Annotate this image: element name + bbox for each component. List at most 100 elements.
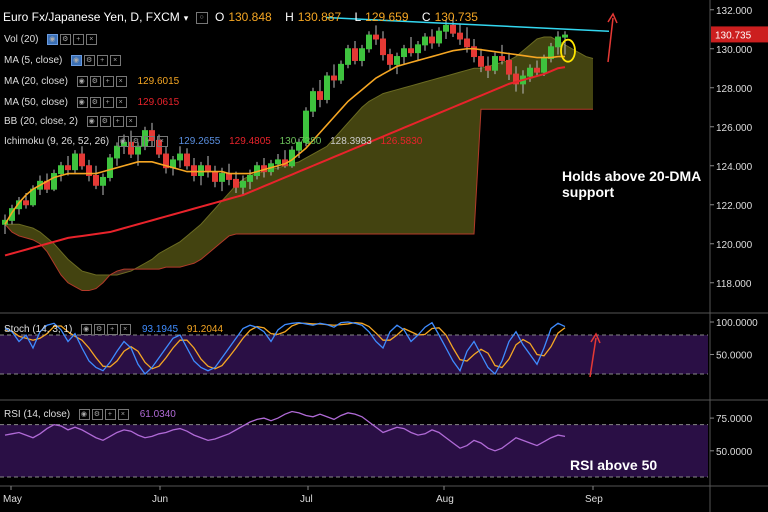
indicator-stoch[interactable]: Stoch (14, 3, 1) ◉ ⚙ + × 93.1945 91.2044 — [4, 324, 223, 335]
candle-body — [457, 32, 463, 40]
cloud-segment — [215, 200, 222, 248]
cloud-segment — [82, 271, 89, 291]
candle-body — [58, 165, 64, 175]
open-label: O — [214, 10, 225, 24]
cloud-segment — [33, 228, 40, 244]
indicator-bb[interactable]: BB (20, close, 2) ◉ ⚙ + × — [4, 116, 139, 127]
close-icon[interactable]: × — [86, 34, 98, 45]
eye-icon[interactable]: ◉ — [47, 34, 59, 45]
rsi-panel: 75.0000 50.0000 — [0, 410, 753, 478]
settings-icon[interactable]: ⚙ — [91, 409, 103, 420]
close-icon[interactable]: × — [115, 97, 127, 108]
eye-icon[interactable]: ◉ — [117, 136, 129, 147]
indicator-rsi[interactable]: RSI (14, close) ◉ ⚙ + × 61.0340 — [4, 409, 176, 420]
stochastic-panel: 100.0000 50.0000 — [0, 314, 758, 399]
symbol-dropdown-icon[interactable]: ▾ — [183, 13, 189, 23]
candle-body — [107, 157, 113, 178]
add-icon[interactable]: + — [104, 409, 116, 420]
indicator-ichimoku[interactable]: Ichimoku (9, 26, 52, 26) ◉ ⚙ + × 129.2655 1… — [4, 136, 422, 147]
cloud-segment — [369, 97, 376, 234]
cloud-segment — [271, 167, 278, 234]
add-icon[interactable]: + — [73, 34, 85, 45]
settings-icon[interactable]: ⚙ — [89, 97, 101, 108]
symbol-title[interactable]: Euro Fx/Japanese Yen, D, FXCM — [3, 10, 180, 24]
cloud-segment — [208, 208, 215, 254]
indicator-ma50[interactable]: MA (50, close) ◉ ⚙ + × 129.0615 — [4, 97, 179, 108]
up-arrow-stoch-head — [590, 332, 601, 344]
stoch-tick-label: 50.0000 — [716, 351, 753, 362]
indicator-ma20[interactable]: MA (20, close) ◉ ⚙ + × 129.6015 — [4, 76, 179, 87]
candle-body — [198, 165, 204, 176]
stoch-k-value: 93.1945 — [141, 324, 179, 336]
cloud-segment — [194, 224, 201, 264]
indicator-vol[interactable]: Vol (20) ◉ ⚙ + × — [4, 34, 99, 45]
add-icon[interactable]: + — [107, 324, 119, 335]
candle-body — [93, 175, 99, 186]
cloud-segment — [264, 169, 271, 234]
cloud-segment — [152, 253, 159, 270]
resistance-trendline — [325, 16, 610, 32]
candle-body — [471, 46, 477, 58]
close-icon[interactable]: × — [115, 76, 127, 87]
ichimoku-lagging: 130.7380 — [279, 136, 322, 148]
add-icon[interactable]: + — [112, 116, 124, 127]
low-value: 129.659 — [365, 10, 409, 24]
eye-icon[interactable]: ◉ — [86, 116, 98, 127]
settings-icon[interactable]: ⚙ — [130, 136, 142, 147]
cloud-segment — [201, 216, 208, 260]
cloud-segment — [278, 165, 285, 234]
indicator-label: MA (20, close) — [4, 76, 68, 88]
cloud-segment — [488, 64, 495, 110]
settings-icon[interactable]: ⚙ — [99, 116, 111, 127]
up-arrow-stoch — [589, 337, 597, 378]
settings-icon[interactable]: ⚙ — [89, 76, 101, 87]
close-icon[interactable]: × — [125, 116, 137, 127]
stoch-tick-label: 100.0000 — [716, 318, 758, 329]
moving-averages — [4, 47, 566, 257]
cloud-segment — [89, 273, 96, 291]
settings-icon[interactable]: ○ — [195, 11, 208, 24]
close-icon[interactable]: × — [110, 55, 122, 66]
candle-body — [163, 153, 169, 169]
stoch-d-line — [4, 321, 566, 370]
cloud-segment — [397, 87, 404, 234]
candle-body — [394, 56, 400, 65]
close-icon[interactable]: × — [120, 324, 132, 335]
eye-icon[interactable]: ◉ — [76, 97, 88, 108]
eye-icon[interactable]: ◉ — [78, 409, 90, 420]
cloud-segment — [418, 81, 425, 235]
candle-body — [401, 48, 407, 58]
cloud-segment — [481, 66, 488, 110]
candle-body — [212, 171, 218, 182]
cloud-segment — [572, 48, 579, 110]
ma20-line — [4, 47, 565, 225]
price-tick-label: 122.000 — [716, 201, 753, 212]
add-icon[interactable]: + — [102, 76, 114, 87]
cloud-segment — [320, 146, 327, 234]
close-icon[interactable]: × — [156, 136, 168, 147]
add-icon[interactable]: + — [102, 97, 114, 108]
stoch-d-value: 91.2044 — [186, 324, 224, 336]
candle-body — [303, 110, 309, 143]
eye-icon[interactable]: ◉ — [71, 55, 83, 66]
candle-body — [240, 180, 246, 188]
settings-icon[interactable]: ⚙ — [94, 324, 106, 335]
eye-icon[interactable]: ◉ — [81, 324, 93, 335]
eye-icon[interactable]: ◉ — [76, 76, 88, 87]
ichimoku-base: 129.4805 — [229, 136, 271, 148]
indicator-ma5[interactable]: MA (5, close) ◉ ⚙ + × — [4, 55, 123, 66]
settings-icon[interactable]: ⚙ — [60, 34, 72, 45]
rsi-band — [0, 424, 708, 477]
add-icon[interactable]: + — [97, 55, 109, 66]
close-icon[interactable]: × — [117, 409, 129, 420]
cloud-segment — [411, 83, 418, 234]
cloud-segment — [299, 157, 306, 234]
cloud-segment — [68, 259, 75, 287]
settings-icon[interactable]: ⚙ — [84, 55, 96, 66]
cloud-segment — [376, 93, 383, 234]
ma50-value: 129.0615 — [137, 97, 180, 109]
cloud-segment — [222, 193, 229, 242]
add-icon[interactable]: + — [143, 136, 155, 147]
candle-body — [527, 67, 533, 77]
